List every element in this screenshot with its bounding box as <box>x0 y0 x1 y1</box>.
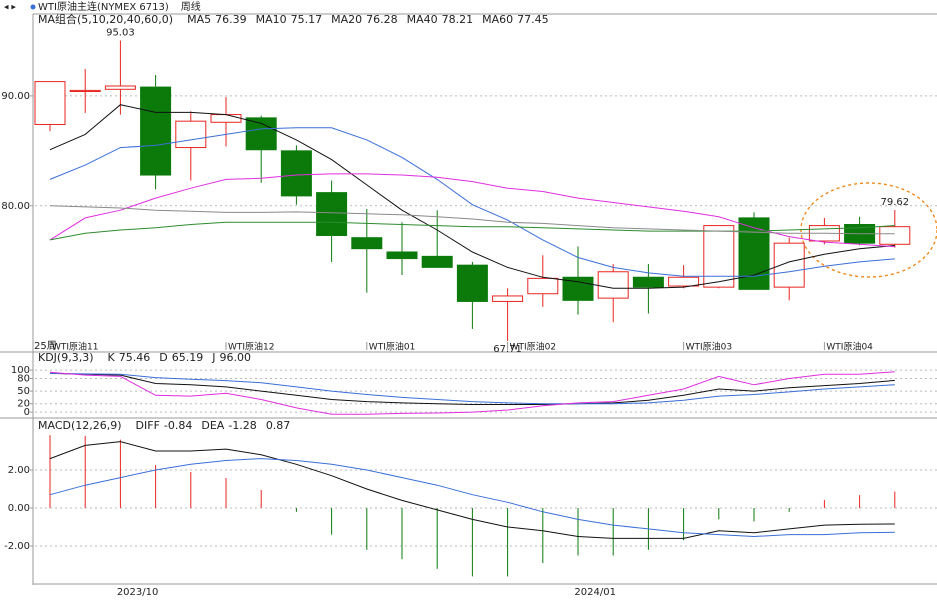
price-annotation: 95.03 <box>106 28 135 39</box>
candle-body <box>351 237 383 250</box>
y-tick-label: 20 <box>17 399 30 410</box>
legend-value: -1.28 <box>228 419 256 432</box>
indicator-name[interactable]: MA组合(5,10,20,40,60,0) <box>38 12 173 26</box>
indicator-line <box>49 205 895 235</box>
y-tick-label: 0 <box>24 407 30 418</box>
candle-body <box>316 192 348 236</box>
candle-body <box>34 81 66 125</box>
legend-value: 76.39 <box>215 13 247 26</box>
candle-body <box>668 276 700 287</box>
indicator-line <box>49 127 895 277</box>
candle-body <box>527 277 559 295</box>
candle-body <box>632 276 664 288</box>
candle-body <box>386 251 418 260</box>
candle-body <box>245 117 277 151</box>
contract-label: WTI原油11 <box>52 341 99 353</box>
candle-body <box>69 89 101 92</box>
indicator-line <box>49 372 895 405</box>
contract-label: WTI原油04 <box>826 341 873 353</box>
legend-name: J <box>211 351 215 364</box>
y-tick-label: 0.00 <box>8 503 30 514</box>
y-tick-label: 2.00 <box>8 465 30 476</box>
instrument[interactable]: WTI原油主连(NYMEX 6713) <box>38 0 169 13</box>
contract-label: WTI原油12 <box>228 341 275 353</box>
contract-label: WTI原油03 <box>686 341 733 353</box>
legend-name: DIFF <box>136 419 160 432</box>
y-tick-label: 100 <box>11 365 30 376</box>
y-tick-label: 50 <box>17 386 30 397</box>
legend-value: 96.00 <box>219 351 251 364</box>
x-tick-label: 2023/10 <box>117 587 159 598</box>
legend-value: 77.45 <box>517 13 549 26</box>
candle-body <box>210 114 242 123</box>
indicator-line <box>49 173 895 248</box>
indicator-line <box>49 458 895 538</box>
legend-value: 78.21 <box>442 13 474 26</box>
candle-body <box>456 264 488 302</box>
candle-body <box>140 86 172 176</box>
legend-name: D <box>159 351 167 364</box>
legend-value: -0.84 <box>164 419 192 432</box>
contract-label: WTI原油02 <box>510 341 557 353</box>
candle-body <box>597 271 629 299</box>
legend-name: MA10 <box>256 13 287 26</box>
period-count: 25周 <box>34 340 57 352</box>
indicator-line <box>49 371 895 415</box>
candle-body <box>421 255 453 268</box>
indicator-name: MACD(12,26,9) <box>38 419 122 432</box>
indicator-line <box>49 104 895 289</box>
y-tick-label: 80.00 <box>1 201 30 212</box>
indicator-line <box>49 221 895 241</box>
indicator-line <box>49 441 895 539</box>
legend-value: 0.87 <box>266 419 291 432</box>
candle-body <box>879 226 911 245</box>
legend-value: 75.46 <box>119 351 151 364</box>
legend-name: MA20 <box>331 13 362 26</box>
y-tick-label: -2.00 <box>4 541 30 552</box>
x-tick-label: 2024/01 <box>574 587 616 598</box>
legend-value: 75.17 <box>291 13 323 26</box>
indicator-name: KDJ(9,3,3) <box>38 351 94 364</box>
candle-body <box>175 120 207 149</box>
candle-body <box>738 217 770 290</box>
nav-arrows[interactable]: ◂ ▸ <box>4 3 16 13</box>
legend-name: K <box>108 351 116 364</box>
legend-name: DEA <box>201 419 224 432</box>
candle-body <box>104 85 136 90</box>
price-annotation: 79.62 <box>880 197 909 208</box>
legend-name: MA40 <box>407 13 438 26</box>
candle-body <box>492 295 524 302</box>
legend-value: 76.28 <box>366 13 398 26</box>
indicator-line <box>49 372 895 405</box>
y-tick-label: 90.00 <box>1 91 30 102</box>
candle-body <box>773 242 805 288</box>
legend-name: MA5 <box>187 13 211 26</box>
contract-label: WTI原油01 <box>369 341 416 353</box>
candle-body <box>703 225 735 288</box>
legend-name: MA60 <box>482 13 513 26</box>
bullet <box>30 4 36 10</box>
period[interactable]: 周线 <box>181 0 201 13</box>
y-tick-label: 80 <box>17 373 30 384</box>
legend-value: 65.19 <box>172 351 204 364</box>
candle-body <box>280 150 312 197</box>
